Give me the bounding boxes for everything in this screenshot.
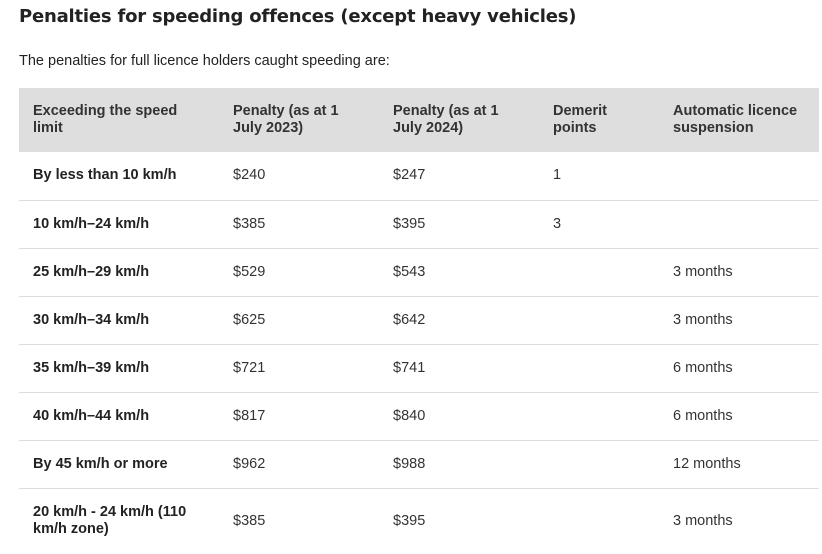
cell-suspension (659, 152, 819, 200)
cell-penalty-2023: $385 (233, 215, 266, 232)
cell-penalty-2023: $962 (233, 455, 266, 472)
header-row: Exceeding the speed limit Penalty (as at… (19, 88, 819, 152)
table-row: 35 km/h–39 km/h $721 $741 6 months (19, 344, 819, 392)
table-row: 25 km/h–29 km/h $529 $543 3 months (19, 248, 819, 296)
cell-demerit-points: 3 (553, 215, 562, 232)
cell-penalty-2024: $840 (393, 407, 426, 424)
table-row: 10 km/h–24 km/h $385 $395 3 (19, 200, 819, 248)
cell-speed: 30 km/h–34 km/h (33, 311, 150, 328)
cell-speed: 10 km/h–24 km/h (33, 215, 150, 232)
header-penalty-2023: Penalty (as at 1 July 2023) (233, 103, 339, 136)
cell-demerit-points (539, 488, 659, 554)
cell-penalty-2023: $817 (233, 407, 266, 424)
penalties-table: Exceeding the speed limit Penalty (as at… (19, 88, 819, 554)
cell-penalty-2024: $395 (393, 215, 426, 232)
cell-speed: By less than 10 km/h (33, 167, 177, 184)
cell-suspension: 12 months (673, 455, 741, 472)
cell-penalty-2024: $642 (393, 311, 426, 328)
cell-penalty-2023: $529 (233, 263, 266, 280)
cell-demerit-points (539, 296, 659, 344)
cell-demerit-points: 1 (553, 167, 562, 184)
header-licence-suspension: Automatic licence suspension (673, 103, 798, 136)
table-row: By less than 10 km/h $240 $247 1 (19, 152, 819, 200)
cell-penalty-2023: $625 (233, 311, 266, 328)
table-row: 40 km/h–44 km/h $817 $840 6 months (19, 392, 819, 440)
cell-demerit-points (539, 344, 659, 392)
cell-speed: 25 km/h–29 km/h (33, 263, 150, 280)
cell-penalty-2024: $247 (393, 167, 426, 184)
table-row: 30 km/h–34 km/h $625 $642 3 months (19, 296, 819, 344)
cell-suspension (659, 200, 819, 248)
cell-suspension: 3 months (673, 512, 733, 529)
table-row: By 45 km/h or more $962 $988 12 months (19, 440, 819, 488)
cell-demerit-points (539, 440, 659, 488)
cell-penalty-2024: $741 (393, 359, 426, 376)
header-speed-limit: Exceeding the speed limit (33, 103, 178, 136)
cell-penalty-2023: $240 (233, 167, 266, 184)
cell-speed: 20 km/h - 24 km/h (110 km/h zone) (33, 504, 187, 538)
cell-speed: 40 km/h–44 km/h (33, 407, 150, 424)
page-title: Penalties for speeding offences (except … (19, 6, 577, 27)
header-penalty-2024: Penalty (as at 1 July 2024) (393, 103, 499, 136)
table-header: Exceeding the speed limit Penalty (as at… (19, 88, 819, 152)
cell-suspension: 3 months (673, 263, 733, 280)
cell-speed: By 45 km/h or more (33, 455, 168, 472)
cell-suspension: 3 months (673, 311, 733, 328)
table-body: By less than 10 km/h $240 $247 1 10 km/h… (19, 152, 819, 554)
cell-penalty-2024: $543 (393, 263, 426, 280)
cell-penalty-2023: $385 (233, 512, 266, 529)
table-row: 20 km/h - 24 km/h (110 km/h zone) $385 $… (19, 488, 819, 554)
cell-demerit-points (539, 248, 659, 296)
cell-demerit-points (539, 392, 659, 440)
cell-suspension: 6 months (673, 359, 733, 376)
cell-penalty-2023: $721 (233, 359, 266, 376)
cell-penalty-2024: $988 (393, 455, 426, 472)
cell-suspension: 6 months (673, 407, 733, 424)
header-demerit-points: Demerit points (553, 103, 607, 136)
cell-penalty-2024: $395 (393, 512, 426, 529)
intro-text: The penalties for full licence holders c… (19, 53, 390, 69)
cell-speed: 35 km/h–39 km/h (33, 359, 150, 376)
